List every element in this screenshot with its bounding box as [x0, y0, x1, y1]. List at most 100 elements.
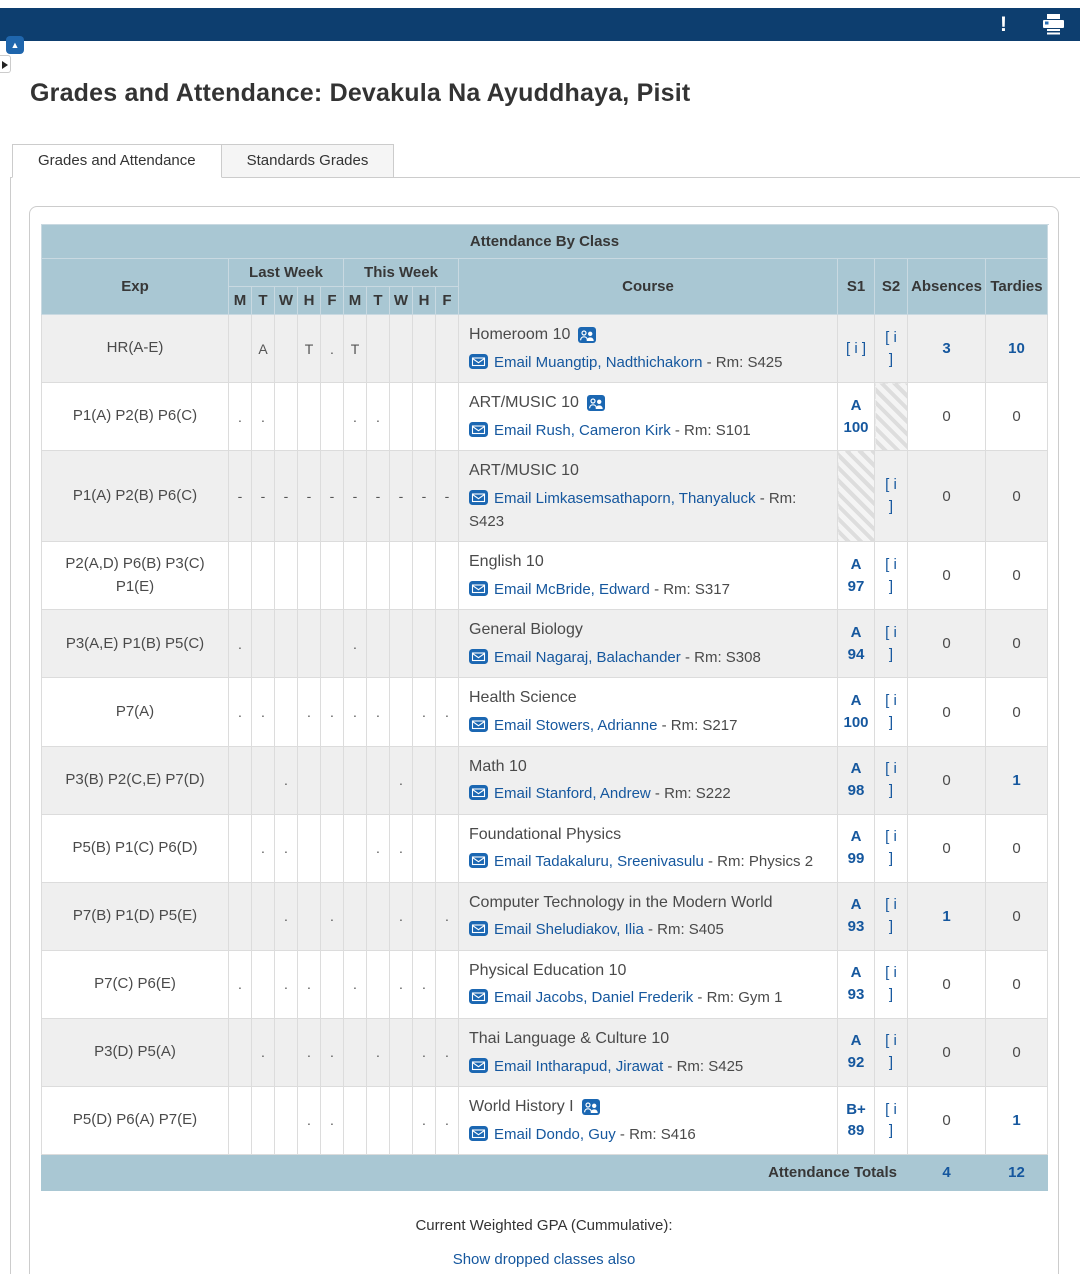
email-teacher-link[interactable]: Email Sheludiakov, Ilia	[494, 921, 644, 939]
s2-info-link[interactable]: [ i ]	[885, 624, 897, 663]
attendance-mark: -	[274, 450, 298, 543]
s2-cell: [ i ]	[874, 450, 908, 543]
email-teacher-link[interactable]: Email McBride, Edward	[494, 581, 650, 599]
attendance-mark: -	[343, 450, 367, 543]
attendance-mark: -	[297, 450, 321, 543]
col-s2: S2	[874, 258, 908, 315]
tardies-link[interactable]: 1	[1012, 771, 1021, 789]
s2-info-link[interactable]: [ i ]	[885, 328, 897, 368]
s2-info-link[interactable]: [ i ]	[885, 692, 897, 731]
s2-info-link[interactable]: [ i ]	[885, 964, 897, 1004]
tardies-link[interactable]: 10	[1008, 340, 1025, 358]
s1-grade-link[interactable]: A 97	[847, 556, 865, 595]
s1-grade-link[interactable]: B+ 89	[846, 1100, 866, 1140]
attendance-mark	[251, 745, 275, 815]
attendance-mark: .	[251, 1017, 275, 1087]
email-icon	[469, 717, 488, 733]
attendance-mark	[343, 745, 367, 815]
s1-cell: A 94	[837, 609, 875, 679]
room-label: - Rm: S425	[706, 353, 783, 371]
absences-link[interactable]: 3	[942, 340, 951, 358]
email-teacher-link[interactable]: Email Muangtip, Nadthichakorn	[494, 353, 703, 371]
s1-cell: A 93	[837, 881, 875, 951]
email-teacher-link[interactable]: Email Stowers, Adrianne	[494, 717, 658, 735]
course-name: Foundational Physics	[469, 825, 622, 843]
exp-cell: HR(A-E)	[41, 313, 229, 384]
print-icon[interactable]	[1041, 13, 1066, 36]
attendance-mark	[366, 609, 390, 679]
email-teacher-link[interactable]: Email Rush, Cameron Kirk	[494, 421, 671, 439]
s2-info-link[interactable]: [ i ]	[885, 896, 897, 936]
attendance-by-class-table: Attendance By Class Exp Last Week This W…	[41, 224, 1048, 1191]
s1-grade-link[interactable]: A 92	[847, 1032, 865, 1072]
s1-grade-link[interactable]: A 99	[847, 828, 865, 868]
room-label: - Rm: S425	[667, 1057, 744, 1075]
email-teacher-link[interactable]: Email Tadakaluru, Sreenivasulu	[494, 853, 704, 871]
tardies-cell: 0	[985, 382, 1048, 452]
scroll-top-button[interactable]: ▲	[6, 36, 24, 54]
s2-cell: [ i ]	[874, 745, 908, 815]
absences-cell: 0	[907, 1017, 986, 1087]
class-row: P1(A) P2(B) P6(C) - - - - - - - - - - AR…	[41, 450, 1048, 543]
total-absences-link[interactable]: 4	[942, 1163, 951, 1181]
s1-info-link[interactable]: [ i ]	[845, 339, 866, 357]
attendance-mark	[435, 609, 459, 679]
show-dropped-classes-link[interactable]: Show dropped classes also	[452, 1250, 636, 1268]
email-teacher-link[interactable]: Email Nagaraj, Balachander	[494, 649, 681, 667]
s2-info-link[interactable]: [ i ]	[885, 1100, 897, 1140]
s1-grade-link[interactable]: A 93	[847, 964, 865, 1004]
email-teacher-link[interactable]: Email Dondo, Guy	[494, 1125, 616, 1143]
email-teacher-link[interactable]: Email Jacobs, Daniel Frederik	[494, 989, 694, 1007]
s2-info-link[interactable]: [ i ]	[885, 828, 897, 868]
attendance-mark: .	[412, 949, 436, 1019]
s1-cell: A 97	[837, 541, 875, 611]
total-tardies-link[interactable]: 12	[1008, 1163, 1025, 1181]
class-roster-icon[interactable]	[586, 395, 605, 412]
attendance-mark: .	[274, 813, 298, 883]
attendance-mark: .	[412, 1017, 436, 1087]
email-teacher-link[interactable]: Email Intharapud, Jirawat	[494, 1057, 664, 1075]
attendance-mark: T	[297, 313, 321, 384]
s1-grade-link[interactable]: A 100	[843, 692, 869, 731]
tab-grades-and-attendance[interactable]: Grades and Attendance	[12, 144, 222, 178]
attendance-mark: -	[366, 450, 390, 543]
absences-link[interactable]: 1	[942, 907, 951, 925]
s1-grade-link[interactable]: A 98	[847, 760, 865, 800]
alert-icon[interactable]: !	[1000, 13, 1007, 36]
s1-grade-link[interactable]: A 93	[847, 896, 865, 936]
s2-info-link[interactable]: [ i ]	[885, 760, 897, 800]
attendance-mark: .	[320, 881, 344, 951]
attendance-mark	[297, 745, 321, 815]
s2-info-link[interactable]: [ i ]	[885, 476, 897, 516]
email-teacher-link[interactable]: Email Stanford, Andrew	[494, 785, 651, 803]
s1-cell: A 92	[837, 1017, 875, 1087]
email-teacher-link[interactable]: Email Limkasemsathaporn, Thanyaluck	[494, 489, 756, 507]
class-roster-icon[interactable]	[581, 1099, 600, 1116]
attendance-mark: -	[320, 450, 344, 543]
sidebar-expand-handle[interactable]	[0, 55, 11, 73]
class-row: P1(A) P2(B) P6(C) . . . . ART/MUSIC 10 E…	[41, 382, 1048, 452]
attendance-mark: .	[343, 382, 367, 452]
s2-info-link[interactable]: [ i ]	[885, 556, 897, 595]
class-row: P3(D) P5(A) . . . . . . Thai Language & …	[41, 1017, 1048, 1087]
room-label: - Rm: S308	[684, 649, 761, 667]
s2-cell: [ i ]	[874, 1085, 908, 1155]
col-exp: Exp	[41, 258, 229, 315]
s2-info-link[interactable]: [ i ]	[885, 1032, 897, 1072]
course-cell: Thai Language & Culture 10 Email Inthara…	[458, 1017, 838, 1087]
col-this-week: This Week	[343, 258, 459, 287]
course-cell: ART/MUSIC 10 Email Rush, Cameron Kirk - …	[458, 382, 838, 452]
tardies-cell: 1	[985, 745, 1048, 815]
tardies-link[interactable]: 1	[1012, 1111, 1021, 1129]
tab-standards-grades[interactable]: Standards Grades	[221, 144, 395, 178]
attendance-mark	[412, 541, 436, 611]
class-roster-icon[interactable]	[578, 327, 597, 344]
course-cell: Homeroom 10 Email Muangtip, Nadthichakor…	[458, 313, 838, 384]
exp-cell: P5(B) P1(C) P6(D)	[41, 813, 229, 883]
attendance-mark: .	[228, 949, 252, 1019]
absences-cell: 0	[907, 813, 986, 883]
course-cell: Math 10 Email Stanford, Andrew - Rm: S22…	[458, 745, 838, 815]
s1-grade-link[interactable]: A 94	[847, 624, 865, 663]
s1-grade-link[interactable]: A 100	[843, 396, 869, 436]
course-cell: Foundational Physics Email Tadakaluru, S…	[458, 813, 838, 883]
